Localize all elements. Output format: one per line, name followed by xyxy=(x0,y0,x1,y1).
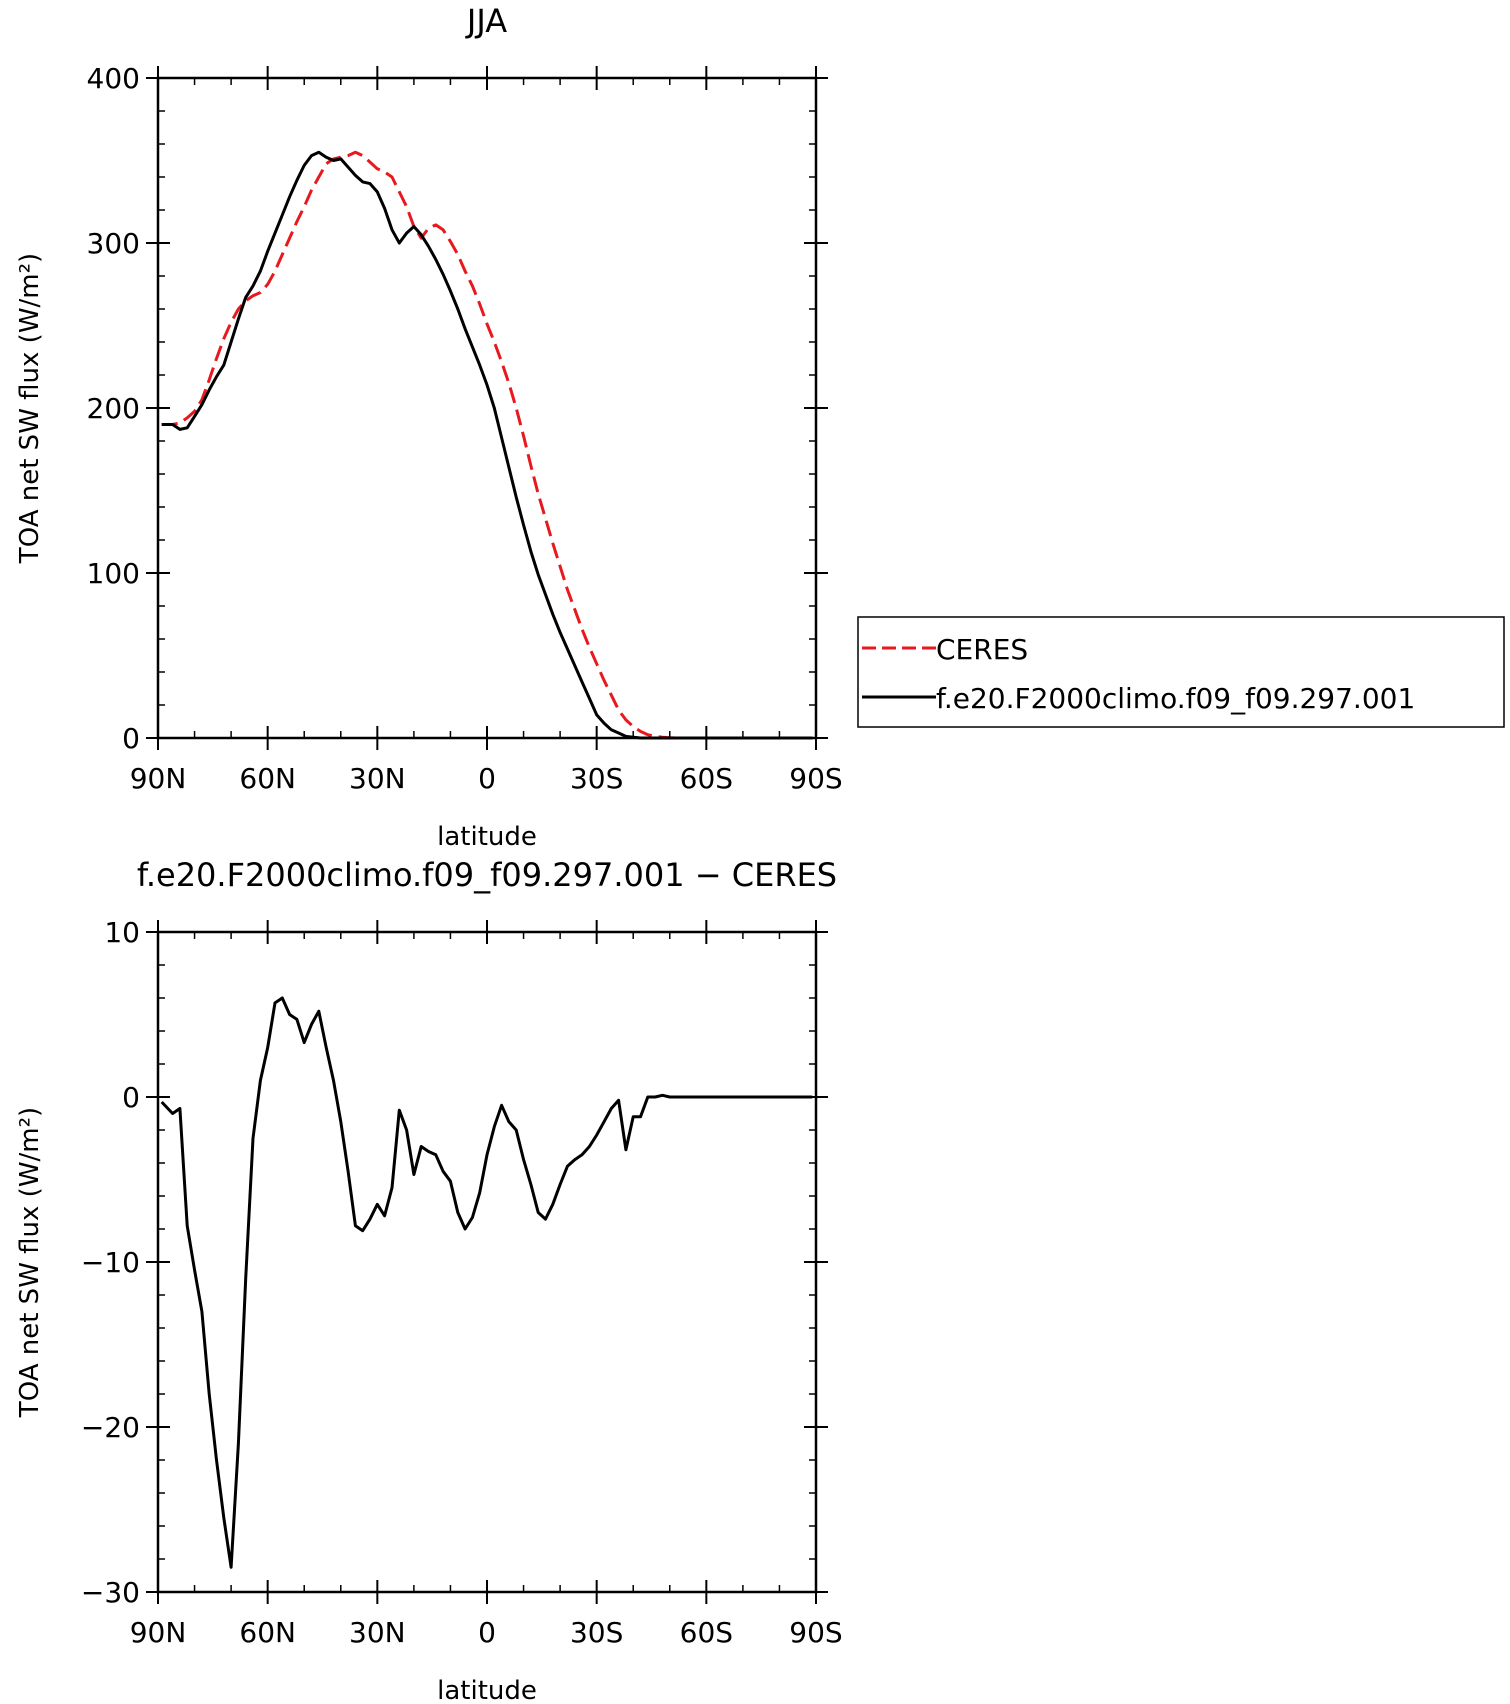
bottom-x-tick-label: 90N xyxy=(130,1616,187,1649)
top-ticks-group: 90N 60N 30N 0 30S 60S 90S 0 100 200 300 400 xyxy=(87,62,843,795)
legend: CERES f.e20.F2000climo.f09_f09.297.001 xyxy=(857,616,1505,728)
top-y-tick-label: 0 xyxy=(122,722,140,755)
bottom-x-tick-label: 60N xyxy=(239,1616,296,1649)
top-x-tick-label: 30S xyxy=(570,762,623,795)
top-chart-title: JJA xyxy=(465,2,507,40)
bottom-x-tick-label: 30N xyxy=(349,1616,406,1649)
bottom-y-tick-label: 0 xyxy=(122,1081,140,1114)
legend-ceres-label: CERES xyxy=(936,633,1028,666)
bottom-y-tick-label: −20 xyxy=(81,1411,140,1444)
top-series-group xyxy=(161,150,813,740)
bottom-x-tick-label: 60S xyxy=(680,1616,733,1649)
bottom-y-axis-label: TOA net SW flux (W/m²) xyxy=(15,1107,45,1418)
top-x-tick-label: 90S xyxy=(789,762,842,795)
top-x-axis-label: latitude xyxy=(437,822,537,852)
bottom-x-tick-label: 90S xyxy=(789,1616,842,1649)
bottom-series-line-0 xyxy=(160,996,813,1569)
legend-box xyxy=(857,616,1505,728)
top-y-tick-label: 300 xyxy=(87,227,140,260)
bottom-plot-frame xyxy=(156,930,818,1594)
bottom-series-group xyxy=(160,996,813,1569)
top-y-tick-label: 200 xyxy=(87,392,140,425)
bottom-y-tick-label: −10 xyxy=(81,1246,140,1279)
top-y-tick-label: 400 xyxy=(87,62,140,95)
top-series-line-0 xyxy=(161,150,813,740)
legend-model-label: f.e20.F2000climo.f09_f09.297.001 xyxy=(936,682,1415,715)
bottom-chart-title: f.e20.F2000climo.f09_f09.297.001 − CERES xyxy=(137,856,837,894)
top-x-tick-label: 0 xyxy=(478,762,496,795)
top-x-tick-label: 60N xyxy=(239,762,296,795)
top-x-tick-label: 60S xyxy=(680,762,733,795)
bottom-x-tick-label: 30S xyxy=(570,1616,623,1649)
bottom-x-tick-label: 0 xyxy=(478,1616,496,1649)
bottom-x-axis-label: latitude xyxy=(437,1676,537,1704)
top-series-line-1 xyxy=(161,150,813,740)
bottom-panel: f.e20.F2000climo.f09_f09.297.001 − CERES… xyxy=(15,856,843,1704)
bottom-y-tick-label: −30 xyxy=(81,1576,140,1609)
bottom-y-tick-label: 10 xyxy=(104,916,140,949)
top-panel: JJA 90N 60N 30N 0 30S 60S 90S 0 100 200 300 400 lat… xyxy=(15,2,843,852)
top-x-tick-label: 90N xyxy=(130,762,187,795)
top-plot-frame xyxy=(156,76,818,740)
top-y-tick-label: 100 xyxy=(87,557,140,590)
top-y-axis-label: TOA net SW flux (W/m²) xyxy=(15,253,45,564)
top-x-tick-label: 30N xyxy=(349,762,406,795)
bottom-ticks-group: 90N 60N 30N 0 30S 60S 90S 10 0 −10 −20 −30 xyxy=(81,916,843,1649)
